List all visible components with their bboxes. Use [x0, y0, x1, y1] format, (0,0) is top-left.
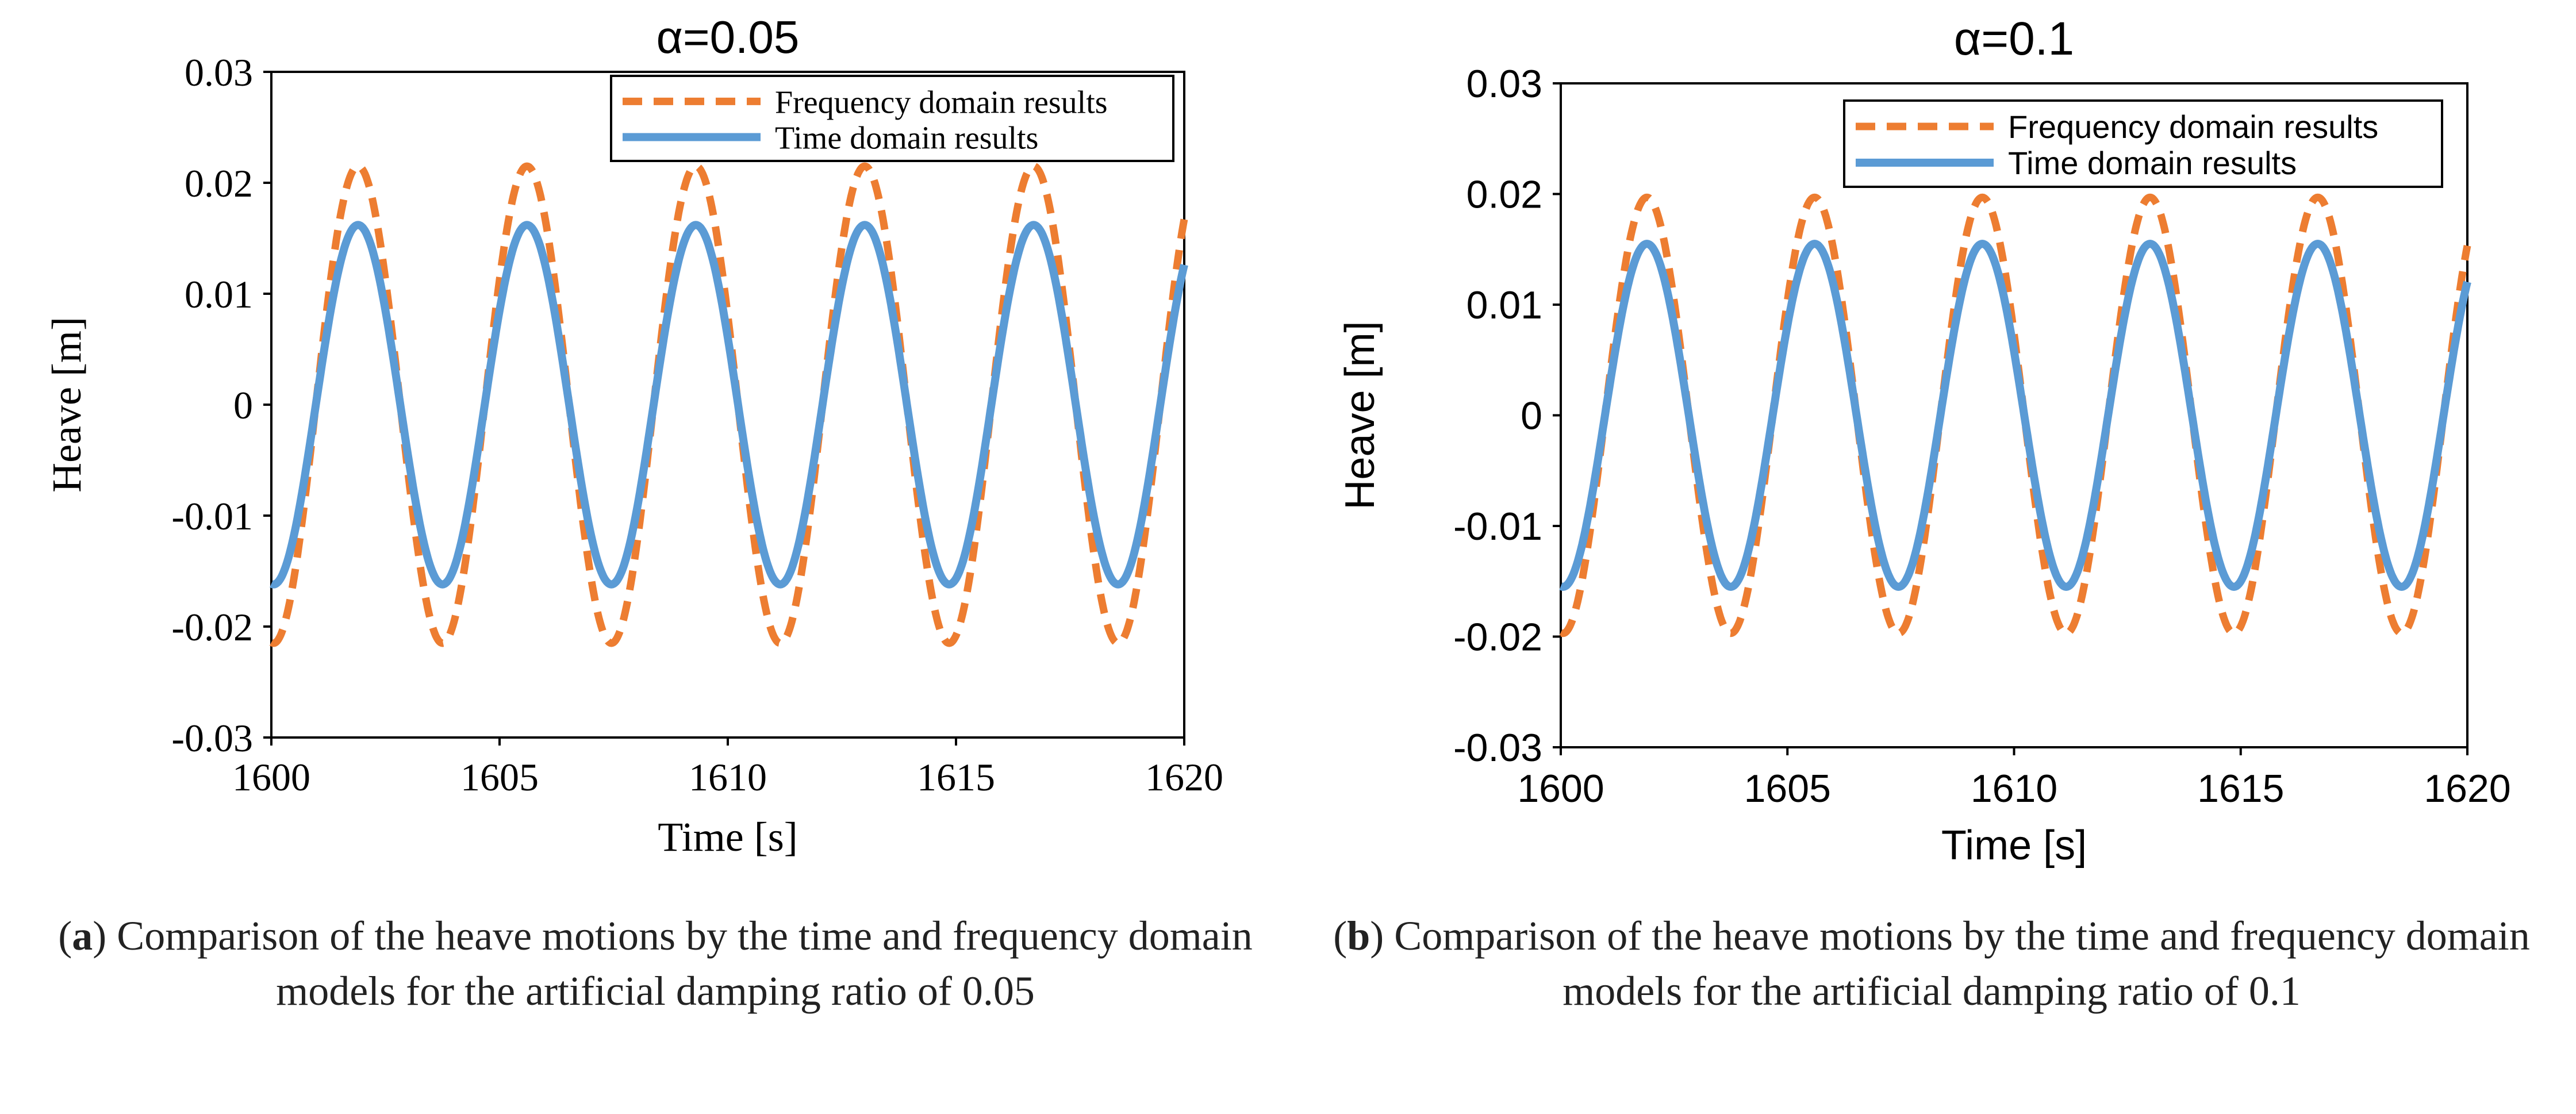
x-tick-label: 1615 [2197, 767, 2284, 810]
y-tick-label: 0.03 [1466, 62, 1542, 106]
y-tick-label: -0.03 [171, 716, 253, 760]
x-axis-label: Time [s] [1941, 823, 2087, 869]
legend-box [610, 75, 1174, 162]
y-tick-label: 0.02 [1466, 172, 1542, 216]
x-tick-label: 1600 [232, 755, 310, 799]
y-tick-label: 0.02 [185, 162, 253, 205]
x-tick-label: 1620 [1145, 755, 1223, 799]
plot-area [270, 71, 1185, 739]
x-tick-label: 1600 [1517, 767, 1604, 810]
y-tick-label: -0.01 [171, 494, 253, 538]
legend-label-frequency-domain: Frequency domain results [775, 84, 1108, 120]
chart-title: α=0.05 [657, 11, 800, 63]
chart-title: α=0.1 [1954, 13, 2074, 65]
x-tick-label: 1605 [1744, 767, 1831, 810]
y-tick-label: -0.03 [1453, 726, 1542, 770]
x-axis-label: Time [s] [658, 814, 797, 860]
y-axis-label: Heave [m] [1337, 321, 1383, 509]
series-line-frequency-domain [1558, 193, 2471, 637]
legend-label-time-domain: Time domain results [2008, 145, 2297, 181]
y-axis-label: Heave [m] [44, 317, 90, 493]
legend-label-frequency-domain: Frequency domain results [2008, 109, 2378, 145]
series-line-time-domain [1558, 240, 2471, 591]
y-tick-label: 0.01 [185, 272, 253, 316]
y-tick-label: 0 [233, 383, 253, 427]
series-line-time-domain [268, 221, 1188, 589]
caption-b: (b) Comparison of the heave motions by t… [1333, 913, 2530, 1014]
y-tick-label: -0.01 [1453, 505, 1542, 548]
x-tick-label: 1620 [2424, 767, 2510, 810]
legend-box [1843, 99, 2443, 188]
x-tick-label: 1615 [917, 755, 995, 799]
x-tick-label: 1610 [689, 755, 767, 799]
x-tick-label: 1605 [460, 755, 539, 799]
legend-label-time-domain: Time domain results [775, 121, 1038, 156]
caption-a: (a) Comparison of the heave motions by t… [58, 913, 1253, 1014]
y-tick-label: -0.02 [1453, 615, 1542, 659]
x-tick-label: 1610 [1971, 767, 2057, 810]
y-tick-label: -0.02 [171, 605, 253, 649]
y-tick-label: 0.01 [1466, 283, 1542, 327]
y-tick-label: 0 [1521, 394, 1542, 437]
series-line-frequency-domain [268, 162, 1188, 647]
y-tick-label: 0.03 [185, 51, 253, 94]
